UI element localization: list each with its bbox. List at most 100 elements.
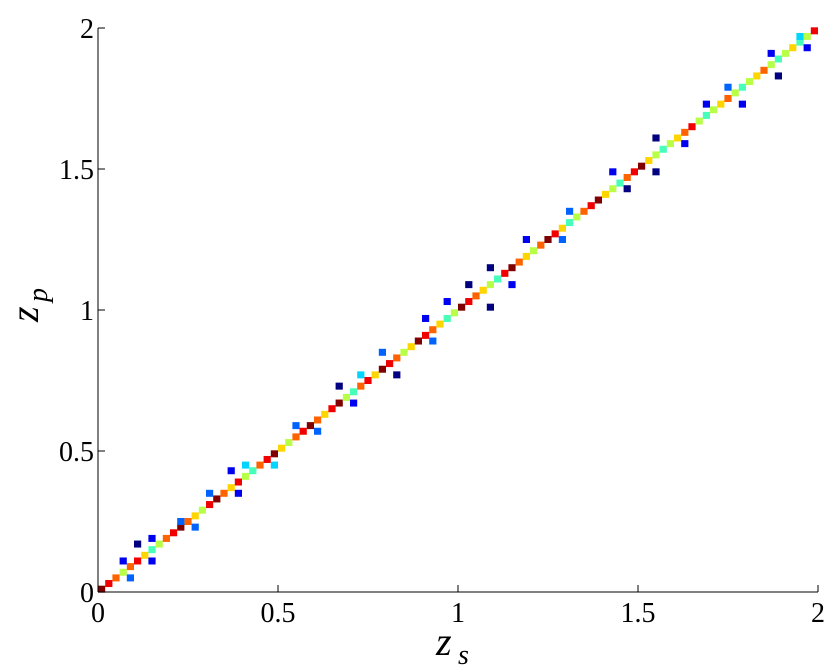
y-tick-label: 0: [80, 578, 94, 609]
cell: [270, 461, 278, 469]
cell: [659, 145, 667, 153]
cell: [386, 360, 394, 368]
cell: [522, 236, 530, 243]
cell: [551, 230, 559, 238]
cell: [263, 455, 271, 463]
cell: [537, 241, 545, 249]
x-tick-label: 1: [451, 598, 465, 629]
cell: [119, 568, 127, 576]
cell: [98, 585, 106, 593]
cell: [558, 224, 566, 232]
cell: [731, 89, 739, 97]
cell: [198, 506, 206, 514]
cell: [789, 44, 797, 52]
cell: [746, 78, 754, 86]
cell: [378, 348, 386, 356]
cell: [652, 151, 660, 159]
cell: [810, 27, 818, 35]
x-tick-label: 0: [91, 598, 105, 629]
cell: [126, 574, 134, 582]
cell: [141, 551, 149, 559]
cell: [400, 348, 408, 356]
cell: [566, 219, 574, 227]
cell: [112, 574, 120, 582]
y-tick-label: 1.5: [59, 155, 94, 186]
cell: [753, 72, 761, 80]
cell: [335, 399, 343, 407]
cell: [249, 467, 257, 475]
cell: [105, 580, 113, 588]
cell: [407, 343, 415, 351]
cell: [328, 405, 336, 413]
cell: [486, 281, 494, 289]
cell: [436, 320, 444, 328]
cell: [220, 489, 228, 497]
cell: [321, 410, 329, 418]
cell: [443, 298, 451, 306]
cell: [148, 546, 156, 554]
cell: [458, 303, 466, 311]
cell: [688, 123, 696, 131]
cell: [119, 557, 127, 565]
y-label: z: [2, 306, 47, 323]
cell: [126, 563, 134, 571]
cell: [508, 281, 516, 289]
cell: [522, 252, 530, 260]
cell: [738, 100, 746, 108]
y-label-group: z p: [2, 288, 54, 323]
cell: [422, 314, 430, 322]
cell: [278, 444, 286, 452]
cell: [602, 190, 610, 198]
cell: [486, 264, 494, 272]
cell: [342, 393, 350, 401]
cell: [242, 461, 250, 469]
cell: [314, 416, 322, 424]
cells: [98, 27, 818, 593]
cell: [177, 518, 185, 525]
cell: [681, 128, 689, 136]
cell: [414, 337, 422, 345]
cell: [350, 399, 358, 407]
cell: [623, 173, 631, 181]
y-tick-label: 2: [80, 14, 94, 45]
cell: [393, 371, 401, 379]
cell: [184, 518, 192, 525]
cell: [256, 461, 264, 469]
cell: [393, 354, 401, 362]
axes: 0 0.5 1 1.5 2 0 0.5 1 1.5 2: [59, 14, 825, 629]
cell: [544, 236, 552, 243]
cell: [666, 140, 674, 148]
cell: [558, 236, 566, 243]
cell: [760, 66, 768, 74]
cell: [450, 309, 458, 317]
y-tick-label: 1: [80, 296, 94, 327]
cell: [530, 247, 538, 255]
cell: [724, 95, 732, 102]
cell: [594, 196, 602, 204]
cell: [674, 134, 682, 142]
cell: [486, 303, 494, 311]
cell: [213, 495, 221, 503]
cell: [429, 326, 437, 334]
cell: [566, 207, 574, 215]
cell: [242, 472, 250, 480]
cell: [335, 382, 343, 390]
cell: [364, 377, 372, 384]
cell: [227, 484, 235, 492]
x-tick-label: 2: [811, 598, 825, 629]
cell: [645, 157, 653, 165]
cell: [191, 512, 199, 520]
cell: [623, 185, 631, 193]
cell: [148, 534, 156, 542]
cell: [796, 32, 804, 40]
cell: [652, 168, 660, 176]
cell: [191, 523, 199, 531]
cell: [306, 422, 314, 430]
cell: [314, 427, 322, 435]
cell: [652, 134, 660, 142]
cell: [134, 557, 142, 565]
cell: [717, 100, 725, 108]
cell: [134, 540, 142, 548]
cell: [155, 540, 163, 548]
